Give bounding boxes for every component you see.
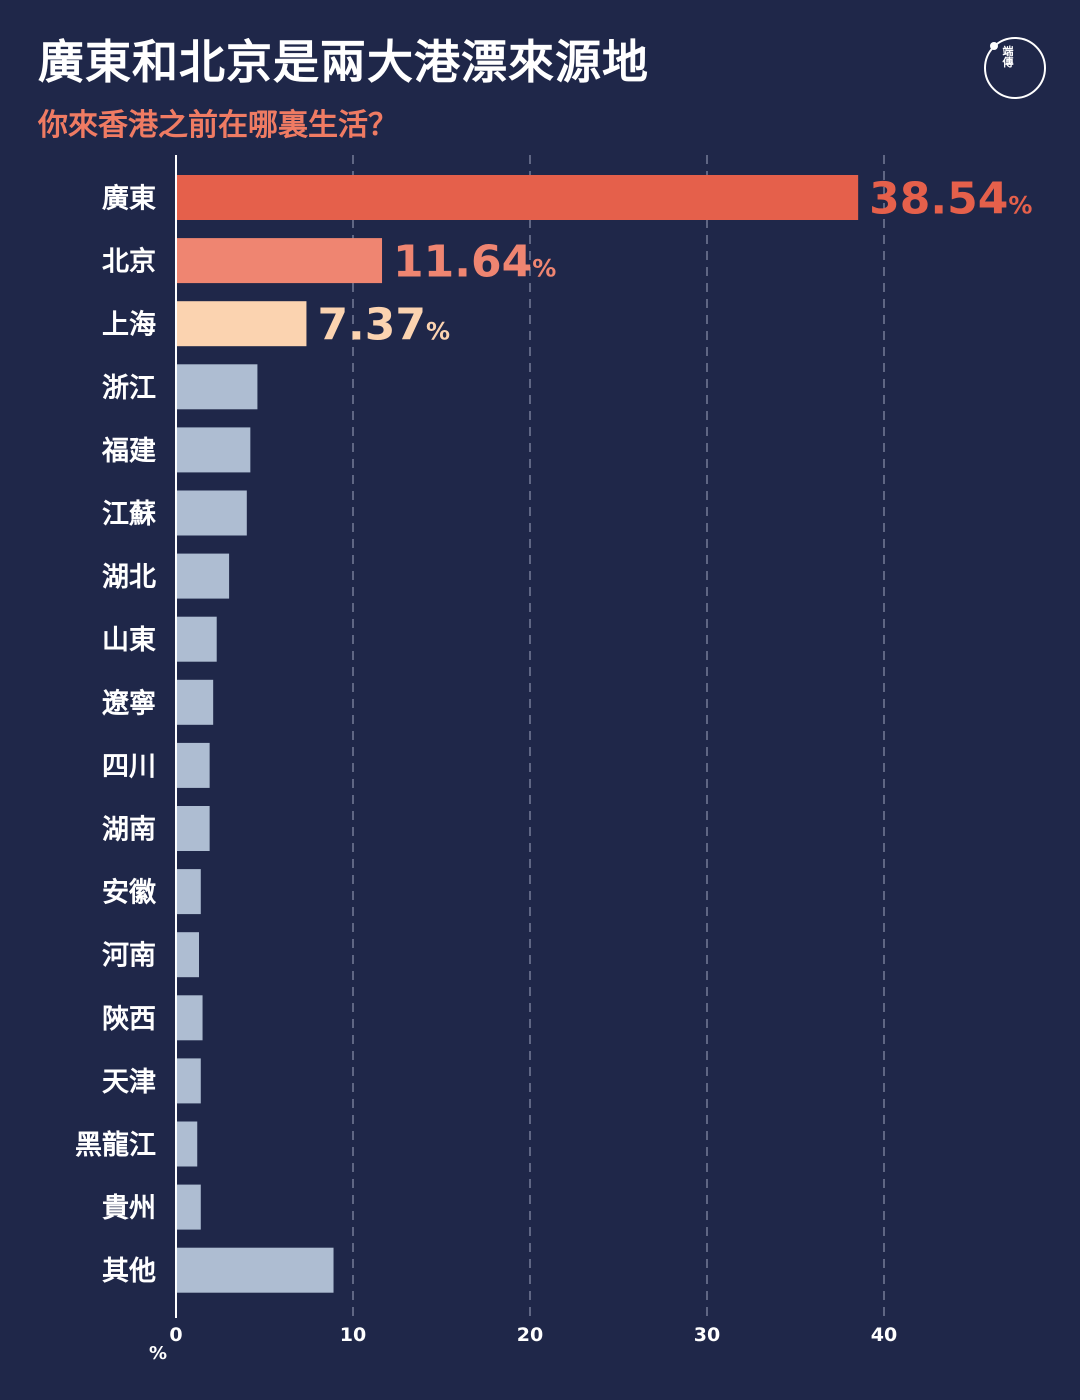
brand-logo-icon: 端傳	[984, 37, 1046, 99]
bar-陝西	[176, 995, 203, 1041]
value-label-廣東: 38.54%	[869, 174, 1032, 225]
bar-浙江	[176, 364, 258, 410]
bar-上海	[176, 301, 307, 347]
category-label-河南: 河南	[102, 941, 156, 972]
chart-subtitle: 你來香港之前在哪裏生活？	[38, 108, 398, 143]
x-tick-label-30: 30	[694, 1324, 720, 1346]
category-label-四川: 四川	[102, 751, 156, 782]
bars	[176, 175, 859, 1293]
bar-江蘇	[176, 490, 247, 536]
bar-湖南	[176, 806, 210, 851]
bar-北京	[176, 238, 383, 284]
x-tick-label-40: 40	[871, 1324, 897, 1346]
category-label-福建: 福建	[101, 436, 156, 467]
category-label-黑龍江: 黑龍江	[75, 1129, 156, 1161]
value-label-北京: 11.64%	[393, 237, 556, 288]
value-label-上海: 7.37%	[317, 300, 450, 351]
x-tick-label-10: 10	[340, 1324, 366, 1346]
category-label-上海: 上海	[102, 310, 156, 341]
x-tick-label-0: 0	[169, 1324, 182, 1346]
bar-貴州	[176, 1184, 201, 1230]
bar-福建	[176, 427, 251, 473]
category-label-其他: 其他	[102, 1256, 156, 1287]
brand-logo-mark: 端傳	[1002, 45, 1014, 69]
bar-黑龍江	[176, 1121, 198, 1167]
category-label-天津: 天津	[102, 1067, 156, 1098]
category-label-廣東: 廣東	[102, 184, 156, 215]
category-label-陝西: 陝西	[102, 1004, 156, 1035]
category-label-貴州: 貴州	[102, 1193, 156, 1224]
category-label-山東: 山東	[102, 625, 156, 656]
bar-四川	[176, 742, 210, 788]
category-label-浙江: 浙江	[102, 373, 156, 404]
bar-河南	[176, 932, 200, 978]
x-tick-label-20: 20	[517, 1324, 543, 1346]
bar-遼寧	[176, 679, 214, 725]
category-label-湖北: 湖北	[102, 562, 156, 593]
grid-lines	[352, 155, 885, 1318]
bar-山東	[176, 616, 217, 662]
bar-天津	[176, 1058, 201, 1104]
category-label-湖南: 湖南	[102, 815, 156, 846]
category-label-安徽: 安徽	[102, 878, 157, 909]
category-label-江蘇: 江蘇	[102, 499, 156, 530]
bar-廣東	[176, 175, 859, 220]
chart-title: 廣東和北京是兩大港漂來源地	[38, 35, 649, 89]
category-label-遼寧: 遼寧	[102, 687, 156, 719]
bar-其他	[176, 1247, 334, 1293]
axes: 0 10 20 30 40%	[149, 155, 897, 1364]
category-label-北京: 北京	[102, 246, 156, 278]
bar-安徽	[176, 869, 201, 915]
bar-湖北	[176, 553, 230, 599]
x-axis-unit-label: %	[149, 1343, 167, 1364]
value-labels: 38.54% 11.64% 7.37%	[317, 174, 1032, 351]
